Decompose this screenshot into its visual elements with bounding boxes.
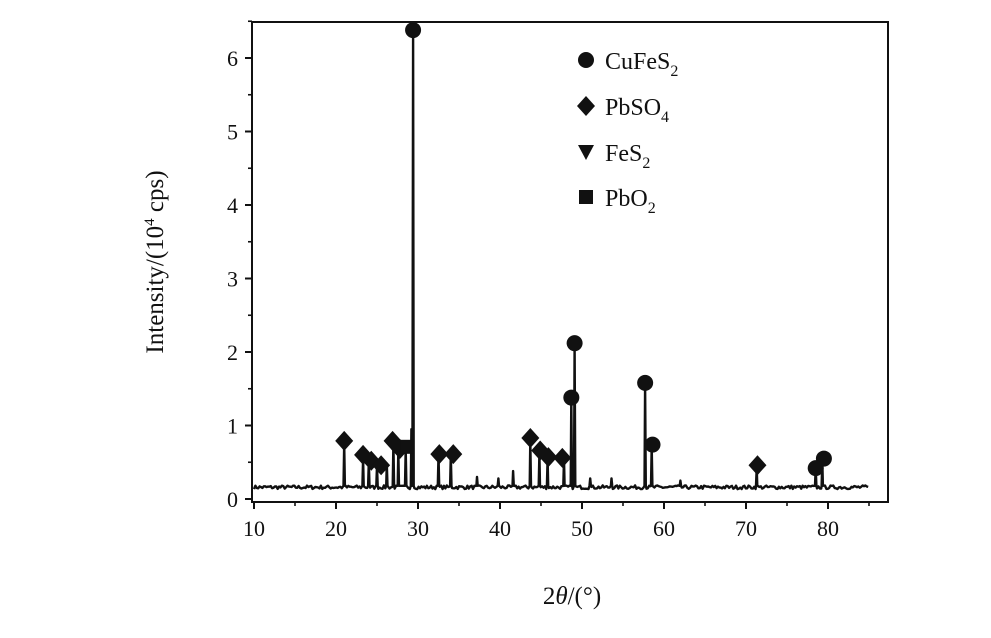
x-tick-label: 60 [653,516,675,541]
circle-marker [637,374,654,391]
y-tick-label: 0 [227,487,238,512]
diamond-marker [444,444,463,465]
y-axis-title: Intensity/(104 cps) [142,170,169,353]
y-tick-label: 2 [227,340,238,365]
legend-label: PbSO4 [605,95,669,126]
x-axis-title: 2θ/(°) [543,583,601,610]
diamond-marker [521,427,540,448]
legend-label-sub: 2 [642,155,650,172]
diamond-marker [335,430,354,451]
phase-marker-layer [335,22,832,477]
y-tick-label: 6 [227,46,238,71]
legend-circle-icon [578,52,594,68]
legend-label-sub: 2 [670,63,678,80]
circle-marker [644,436,661,453]
legend-label-sub: 2 [648,200,656,217]
x-tick-label: 20 [325,516,347,541]
legend-label-main: FeS [605,141,642,167]
legend-label: CuFeS2 [605,49,678,80]
legend-label-main: PbO [605,186,648,212]
legend-label: PbO2 [605,186,656,217]
plot-frame [251,21,889,503]
series-layer [252,28,869,491]
diamond-marker [748,455,767,476]
y-tick-label: 3 [227,267,238,292]
circle-marker [405,22,422,39]
x-tick-label: 80 [817,516,839,541]
y-tick-label: 5 [227,120,238,145]
diamond-marker [372,455,391,476]
y-tick-label: 4 [227,193,238,218]
legend-label-sub: 4 [661,109,669,126]
circle-marker [807,460,824,477]
square-marker [400,439,415,454]
x-tick-label: 30 [407,516,429,541]
y-tick-label: 1 [227,414,238,439]
x-tick-label: 50 [571,516,593,541]
x-tick-label: 70 [735,516,757,541]
legend-square-icon [579,190,593,204]
x-tick-label: 40 [489,516,511,541]
circle-marker [563,389,580,406]
legend-label-main: CuFeS [605,49,670,75]
xrd-pattern-line [252,28,869,491]
diamond-marker [430,444,449,465]
legend-triangle-icon [578,145,594,160]
diamond-marker [553,447,572,468]
circle-marker [566,335,583,352]
legend-label: FeS2 [605,141,650,172]
diamond-marker [539,447,558,468]
x-tick-label: 10 [243,516,265,541]
legend-diamond-icon [577,96,595,116]
legend-label-main: PbSO [605,95,661,121]
axis-layer: 10 20 30 40 50 60 70 80 0 1 2 3 4 5 6 [227,20,870,541]
